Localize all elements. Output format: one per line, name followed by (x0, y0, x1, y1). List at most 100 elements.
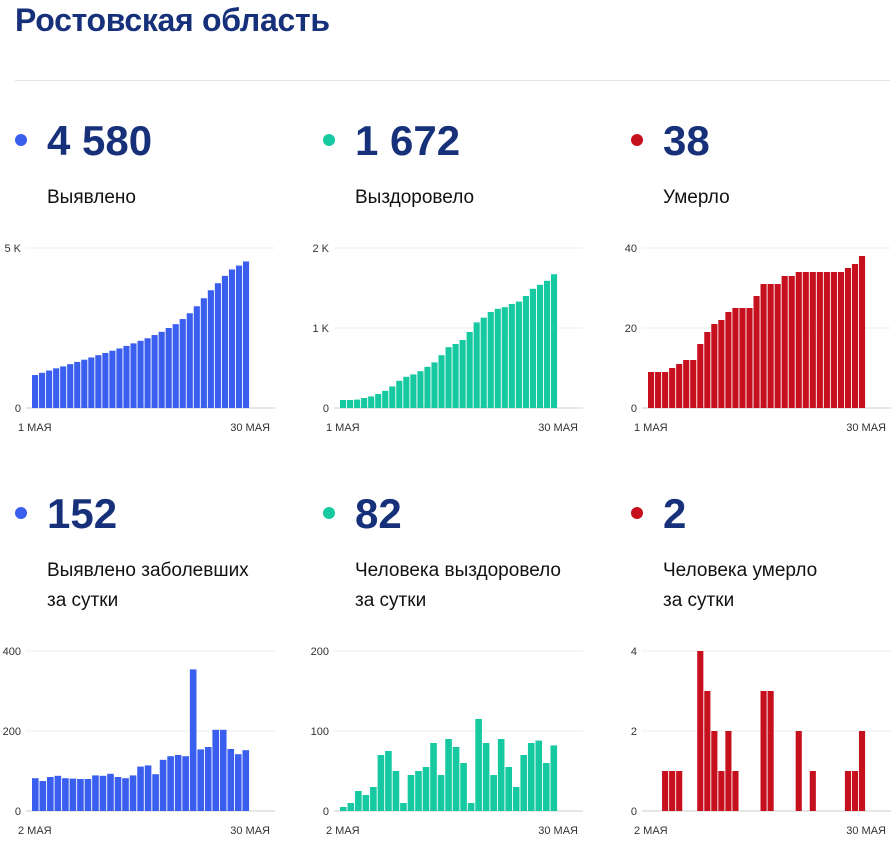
y-tick-label: 0 (631, 403, 637, 415)
y-tick-label: 2 (631, 726, 637, 738)
bar (482, 743, 490, 811)
bar (228, 269, 236, 408)
stat-label: Умерло (663, 187, 730, 208)
y-tick-label: 2 K (312, 243, 329, 255)
bar (137, 766, 144, 811)
bar (114, 777, 122, 811)
bar (858, 731, 866, 811)
deaths-dot-icon (631, 507, 643, 519)
bar (422, 767, 430, 811)
y-tick-label: 400 (3, 646, 21, 658)
bar (438, 355, 445, 408)
bar (480, 317, 487, 408)
bar (466, 332, 473, 408)
bar (235, 265, 243, 408)
bar (174, 755, 182, 811)
bar (152, 774, 159, 811)
chart-detected-daily: 0 200 400 2 МАЯ 30 МАЯ (3, 646, 275, 837)
bar (88, 357, 95, 408)
bar (475, 719, 482, 811)
stat-label-line: за сутки (355, 590, 427, 611)
bar (167, 756, 174, 811)
bar (497, 739, 505, 811)
bar (165, 328, 172, 408)
bar (760, 691, 767, 811)
bar (151, 335, 158, 408)
y-tick-label: 0 (15, 403, 21, 415)
bar (550, 745, 558, 811)
bar (467, 803, 475, 811)
recovered-dot-icon (323, 507, 335, 519)
bar (53, 368, 60, 408)
bar (718, 320, 725, 408)
x-end-label: 30 МАЯ (538, 422, 578, 434)
bar (844, 771, 852, 811)
bar (95, 355, 102, 408)
stat-label-line: за сутки (663, 590, 735, 611)
bar (508, 304, 515, 408)
y-tick-label: 1 K (312, 323, 329, 335)
bar (81, 359, 88, 408)
chart-detected-cumulative: 0 5 K 1 МАЯ 30 МАЯ (4, 243, 275, 434)
bar (490, 775, 497, 811)
bar (410, 374, 417, 408)
detected-dot-icon (15, 134, 27, 146)
bar (774, 284, 781, 408)
x-end-label: 30 МАЯ (230, 825, 270, 837)
bar (354, 399, 361, 408)
x-end-label: 30 МАЯ (230, 422, 270, 434)
bar (725, 731, 732, 811)
bar (753, 296, 760, 408)
bar (122, 778, 129, 811)
x-start-label: 2 МАЯ (18, 825, 52, 837)
y-tick-label: 0 (631, 806, 637, 818)
bar (697, 651, 704, 811)
bar (543, 280, 551, 408)
bar (109, 350, 116, 408)
bar (417, 371, 424, 408)
x-start-label: 2 МАЯ (326, 825, 360, 837)
bar (760, 284, 767, 408)
stat-label-line: Выявлено заболевших (47, 560, 249, 581)
bar (227, 749, 235, 811)
bar (767, 284, 774, 408)
x-start-label: 1 МАЯ (18, 422, 52, 434)
bar (802, 272, 809, 408)
stat-value: 82 (355, 490, 402, 537)
stat-label-line: Человека выздоровело (355, 560, 562, 581)
bar (69, 778, 77, 811)
bar (648, 372, 655, 408)
bar (505, 767, 512, 811)
bar (400, 803, 407, 811)
bar (415, 771, 422, 811)
bar (219, 729, 227, 811)
chart-deaths-daily: 0 2 4 2 МАЯ 30 МАЯ (631, 646, 891, 837)
bar (431, 362, 438, 408)
bar (54, 775, 62, 811)
deaths-dot-icon (631, 134, 643, 146)
stat-value: 4 580 (47, 117, 153, 164)
bar (535, 740, 543, 811)
bar (445, 739, 452, 811)
bar (487, 312, 494, 408)
bar (355, 791, 362, 811)
y-tick-label: 40 (625, 243, 637, 255)
bar (816, 272, 823, 408)
bar (92, 775, 99, 811)
bar (851, 264, 859, 408)
bar (347, 803, 355, 811)
bar (144, 765, 152, 811)
bar (788, 276, 795, 408)
y-tick-label: 0 (15, 806, 21, 818)
stat-value: 152 (47, 490, 118, 537)
bar (144, 338, 151, 408)
bar (669, 771, 676, 811)
bar (494, 308, 501, 408)
bar (347, 400, 354, 408)
bar (445, 347, 452, 408)
bar (515, 301, 522, 408)
region-title: Ростовская область (15, 2, 330, 38)
bar (214, 283, 221, 408)
bar (137, 340, 144, 408)
bar (851, 771, 859, 811)
